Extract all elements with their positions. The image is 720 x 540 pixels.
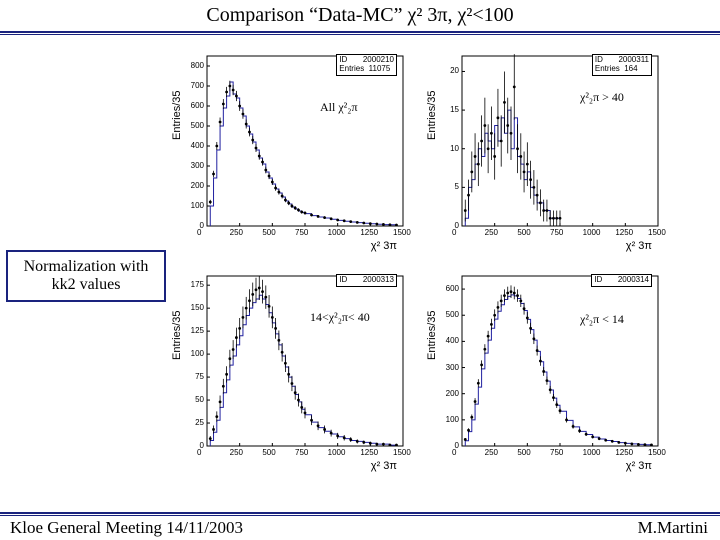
- footer-rule: [0, 512, 720, 516]
- y-tick-label: 50: [195, 395, 204, 404]
- x-tick-label: 1500: [648, 228, 666, 237]
- y-tick-label: 800: [191, 61, 204, 70]
- y-tick-label: 300: [446, 363, 459, 372]
- annotation-normalization: Normalization with kk2 values: [6, 250, 166, 302]
- y-tick-label: 400: [446, 336, 459, 345]
- x-tick-label: 1000: [328, 228, 346, 237]
- x-axis-title: χ² 3π: [626, 460, 652, 472]
- x-tick-label: 250: [485, 448, 498, 457]
- footer-right: M.Martini: [638, 518, 708, 538]
- x-tick-label: 1500: [393, 228, 411, 237]
- plot-grid: 0100200300400500600700800025050075010001…: [175, 50, 675, 490]
- x-tick-label: 1500: [393, 448, 411, 457]
- x-axis-title: χ² 3π: [371, 460, 397, 472]
- x-tick-label: 0: [197, 448, 201, 457]
- y-tick-label: 175: [191, 280, 204, 289]
- stat-box: ID 2000314: [591, 274, 652, 287]
- y-tick-label: 700: [191, 81, 204, 90]
- y-tick-label: 100: [191, 349, 204, 358]
- x-tick-label: 1250: [360, 228, 378, 237]
- x-tick-label: 0: [452, 448, 456, 457]
- x-tick-label: 1000: [583, 448, 601, 457]
- panel-top-right: 051015200250500750100012501500Entries/35…: [430, 50, 670, 250]
- x-axis-title: χ² 3π: [626, 240, 652, 252]
- y-axis-title: Entries/35: [426, 90, 438, 140]
- y-tick-label: 150: [191, 303, 204, 312]
- title-underline: [0, 31, 720, 35]
- stat-box: ID 2000210Entries 11075: [336, 54, 397, 76]
- x-tick-label: 0: [197, 228, 201, 237]
- x-tick-label: 1250: [360, 448, 378, 457]
- y-axis-title: Entries/35: [426, 310, 438, 360]
- x-tick-label: 500: [517, 228, 530, 237]
- y-tick-label: 300: [191, 161, 204, 170]
- x-tick-label: 1500: [648, 448, 666, 457]
- stat-box: ID 2000311Entries 164: [592, 54, 652, 76]
- y-tick-label: 75: [195, 372, 204, 381]
- x-tick-label: 0: [452, 228, 456, 237]
- footer-left: Kloe General Meeting 14/11/2003: [10, 518, 243, 538]
- x-tick-label: 500: [262, 228, 275, 237]
- x-tick-label: 1000: [328, 448, 346, 457]
- y-tick-label: 100: [191, 201, 204, 210]
- x-tick-label: 750: [550, 448, 563, 457]
- y-tick-label: 600: [191, 101, 204, 110]
- panel-region-label: 14<χ²₂π< 40: [310, 310, 370, 325]
- y-axis-title: Entries/35: [171, 310, 183, 360]
- x-tick-label: 500: [517, 448, 530, 457]
- x-tick-label: 750: [295, 448, 308, 457]
- y-tick-label: 500: [446, 310, 459, 319]
- panel-bottom-right: 0100200300400500600025050075010001250150…: [430, 270, 670, 470]
- y-tick-label: 600: [446, 284, 459, 293]
- y-tick-label: 10: [450, 144, 459, 153]
- y-tick-label: 125: [191, 326, 204, 335]
- y-axis-title: Entries/35: [171, 90, 183, 140]
- stat-box: ID 2000313: [336, 274, 397, 287]
- y-tick-label: 200: [446, 389, 459, 398]
- panel-region-label: χ²₂π > 40: [580, 90, 624, 105]
- x-tick-label: 750: [550, 228, 563, 237]
- x-tick-label: 750: [295, 228, 308, 237]
- x-tick-label: 250: [230, 228, 243, 237]
- x-axis-title: χ² 3π: [371, 240, 397, 252]
- x-tick-label: 250: [230, 448, 243, 457]
- y-tick-label: 15: [450, 105, 459, 114]
- y-tick-label: 25: [195, 418, 204, 427]
- panel-bottom-left: 0255075100125150175025050075010001250150…: [175, 270, 415, 470]
- page-title: Comparison “Data-MC” χ² 3π, χ²<100: [0, 0, 720, 27]
- x-tick-label: 1250: [615, 228, 633, 237]
- y-tick-label: 500: [191, 121, 204, 130]
- x-tick-label: 1250: [615, 448, 633, 457]
- panel-region-label: χ²₂π < 14: [580, 312, 624, 327]
- x-tick-label: 250: [485, 228, 498, 237]
- y-tick-label: 5: [455, 182, 459, 191]
- y-tick-label: 100: [446, 415, 459, 424]
- y-tick-label: 400: [191, 141, 204, 150]
- x-tick-label: 500: [262, 448, 275, 457]
- panel-region-label: All χ²₂π: [320, 100, 358, 115]
- y-tick-label: 200: [191, 181, 204, 190]
- panel-top-left: 0100200300400500600700800025050075010001…: [175, 50, 415, 250]
- y-tick-label: 20: [450, 66, 459, 75]
- x-tick-label: 1000: [583, 228, 601, 237]
